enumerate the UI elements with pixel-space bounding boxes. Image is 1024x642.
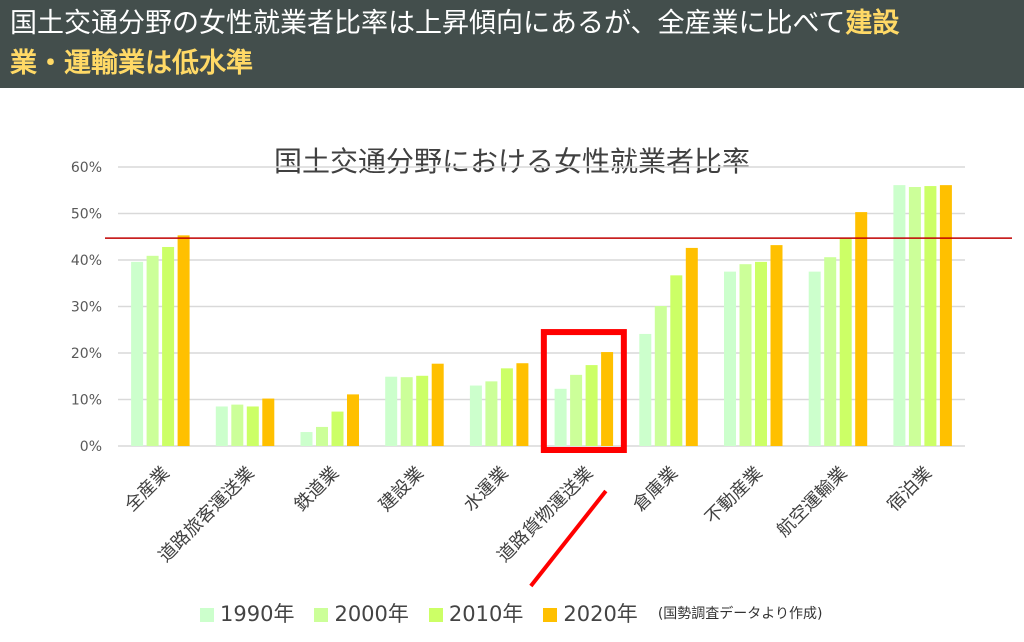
- bar: [685, 247, 698, 446]
- bar: [724, 271, 736, 446]
- y-tick-label: 50%: [71, 207, 102, 223]
- bar: [654, 306, 667, 446]
- legend-swatch: [200, 608, 214, 622]
- legend-item: 2020年: [543, 598, 638, 628]
- bar: [585, 365, 598, 446]
- bar: [893, 185, 906, 446]
- bar: [262, 398, 275, 446]
- title-highlight: 建設: [845, 8, 900, 39]
- bar: [162, 246, 175, 446]
- bar: [639, 333, 652, 446]
- y-tick-label: 60%: [71, 160, 102, 176]
- highlight-underline: [529, 489, 608, 588]
- bar: [670, 275, 683, 446]
- x-tick-label: 航空運輸業: [773, 463, 851, 541]
- legend-label: 2000年: [334, 602, 409, 626]
- bar: [316, 426, 328, 446]
- bar: [908, 186, 921, 446]
- bar: [601, 352, 614, 446]
- highlight-box: [540, 329, 627, 453]
- title-highlight-2: 業・運輸業は低水準: [10, 48, 253, 79]
- bar: [146, 255, 159, 446]
- x-tick-label: 不動産業: [701, 463, 767, 529]
- x-tick-label: 鉄道業: [290, 463, 343, 516]
- bar: [300, 432, 313, 446]
- bar: [215, 406, 228, 446]
- bar: [570, 374, 583, 446]
- y-tick-label: 10%: [71, 393, 102, 409]
- slide-title: 国土交通分野の女性就業者比率は上昇傾向にあるが、全産業に比べて建設業・運輸業は低…: [0, 0, 1024, 88]
- bar: [431, 363, 444, 446]
- bar: [839, 237, 852, 446]
- legend-item: 2010年: [428, 598, 524, 628]
- legend-label: 2010年: [448, 602, 524, 626]
- bar: [739, 264, 752, 446]
- chart-title: 国土交通分野における女性就業者比率: [274, 145, 750, 178]
- bar: [385, 376, 398, 446]
- bar: [939, 185, 952, 446]
- x-tick-label: 宿泊業: [883, 463, 936, 516]
- title-text: 国土交通分野の女性就業者比率は上昇傾向にあるが、全産業に比べて: [10, 8, 846, 39]
- y-tick-label: 20%: [71, 346, 102, 362]
- legend-swatch: [543, 608, 558, 622]
- y-tick-label: 30%: [71, 300, 102, 316]
- x-tick-label: 全産業: [121, 463, 174, 516]
- bar: [416, 375, 429, 446]
- source-note: (国勢調査データより作成): [657, 606, 823, 622]
- bar: [855, 212, 868, 446]
- bar: [131, 261, 144, 446]
- legend-item: 2000年: [314, 598, 409, 628]
- bar: [177, 235, 190, 446]
- bar: [770, 245, 783, 446]
- bar: [824, 257, 837, 446]
- x-tick-label: 建設業: [375, 463, 428, 516]
- y-tick-label: 0%: [80, 439, 102, 455]
- bar: [231, 404, 244, 446]
- x-tick-label: 倉庫業: [629, 463, 682, 516]
- legend-label: 1990年: [220, 602, 295, 626]
- bar: [500, 368, 513, 446]
- bar: [516, 363, 529, 446]
- bar: [331, 411, 344, 446]
- bar: [469, 385, 482, 446]
- x-tick-label: 水運業: [460, 463, 513, 516]
- bar-chart: 国土交通分野における女性就業者比率 0% 10% 20% 30% 40% 50% 60% 全産業…: [71, 145, 1012, 588]
- bar: [347, 394, 359, 446]
- legend: 1990年 2000年 2010年 2020年 (国勢調査データより作成): [200, 598, 822, 628]
- bar: [554, 388, 567, 446]
- bar: [924, 186, 937, 446]
- legend-label: 2020年: [563, 602, 638, 626]
- bar: [485, 381, 498, 446]
- legend-swatch: [314, 608, 329, 622]
- bar: [400, 377, 413, 446]
- bar: [808, 271, 821, 446]
- y-tick-label: 40%: [71, 253, 102, 269]
- legend-swatch: [428, 608, 443, 622]
- bar: [755, 261, 767, 446]
- legend-item: 1990年: [200, 598, 294, 628]
- bar: [246, 406, 259, 446]
